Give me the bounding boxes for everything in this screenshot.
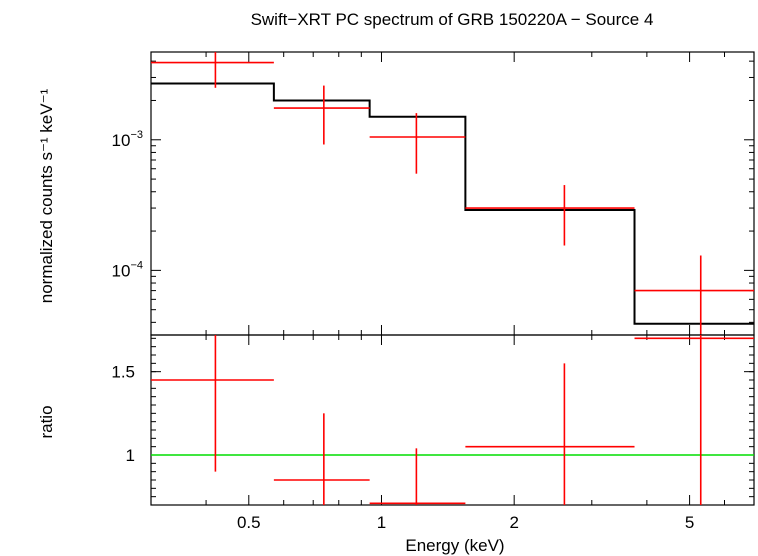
- y-tick-label: 10−4: [112, 259, 143, 280]
- y-axis-label-ratio: ratio: [37, 405, 56, 438]
- x-tick-label: 2: [509, 513, 518, 532]
- y-tick-label: 1: [126, 446, 135, 465]
- x-tick-label: 0.5: [237, 513, 261, 532]
- chart-title: Swift−XRT PC spectrum of GRB 150220A − S…: [251, 10, 654, 29]
- y-axis-label-spectrum: normalized counts s⁻¹ keV⁻¹: [37, 88, 56, 303]
- x-axis-label: Energy (keV): [405, 536, 504, 555]
- x-tick-label: 5: [685, 513, 694, 532]
- ratio-frame: [150, 334, 755, 506]
- y-tick-label: 10−3: [112, 129, 143, 150]
- ratio-panel: 0.5 1 2 5 1 1.5: [111, 334, 755, 532]
- model-step-line: [151, 82, 754, 325]
- x-tick-label: 1: [377, 513, 386, 532]
- y-tick-label: 1.5: [111, 363, 135, 382]
- spectrum-panel: 10−3 10−4: [112, 51, 755, 336]
- spectrum-frame: [150, 51, 755, 336]
